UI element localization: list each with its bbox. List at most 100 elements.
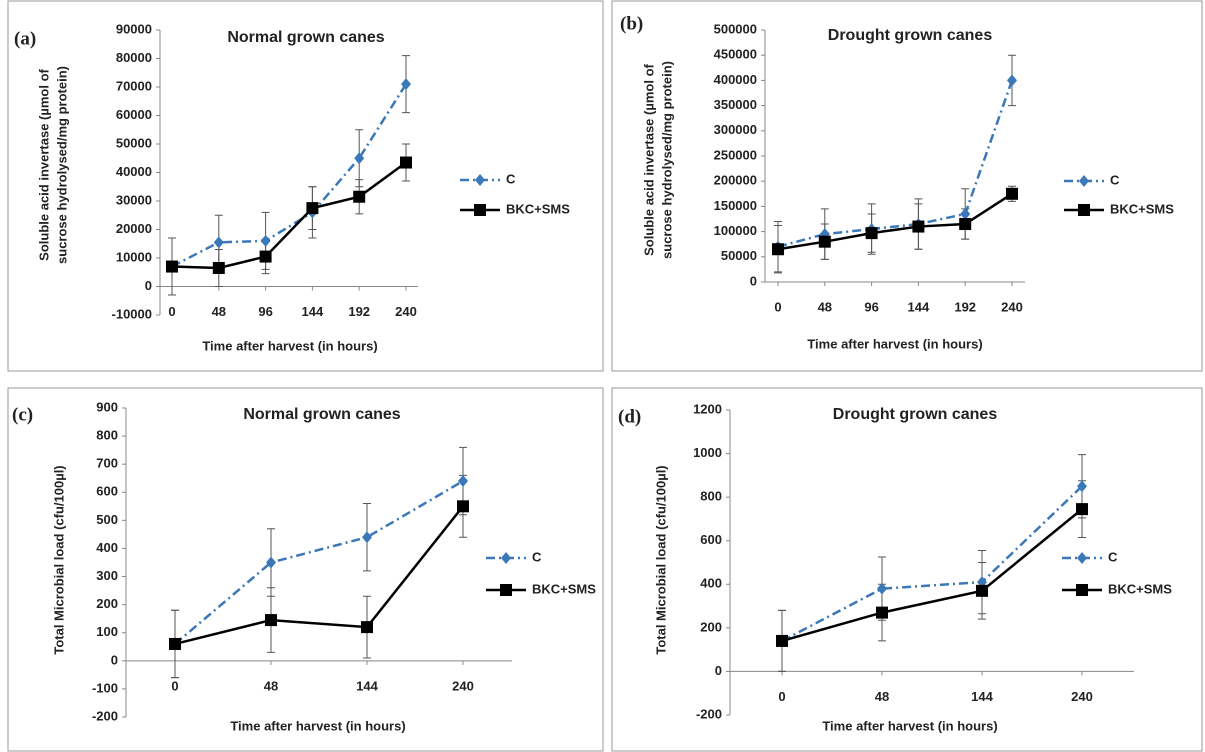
x-tick-label: 144 (356, 678, 378, 693)
y-tick-label: 0 (145, 278, 152, 293)
y-tick-label: 200 (700, 619, 722, 634)
chart-title: Normal grown canes (227, 29, 384, 46)
panel-label: (a) (14, 28, 36, 49)
y-tick-label: 600 (96, 484, 118, 499)
y-tick-label: 350000 (714, 97, 757, 112)
y-axis-label: Soluble acid invertase (µmol of (36, 68, 51, 260)
marker (401, 78, 411, 91)
marker (458, 475, 468, 488)
marker (166, 260, 178, 273)
marker (266, 556, 276, 569)
y-tick-label: 150000 (714, 198, 757, 213)
legend-label: BKC+SMS (1108, 581, 1172, 596)
y-axis-label: sucrose hydrolysed/mg protein) (659, 61, 674, 259)
legend-marker (1078, 204, 1090, 216)
x-axis-label: Time after harvest (in hours) (202, 338, 377, 353)
y-tick-label: -100 (92, 680, 118, 695)
x-tick-label: 144 (971, 689, 993, 704)
y-tick-label: 500000 (714, 21, 757, 36)
panel-label: (b) (620, 13, 643, 34)
y-tick-label: 450000 (714, 47, 757, 62)
x-tick-label: 0 (774, 299, 781, 314)
legend-marker (1079, 175, 1089, 187)
marker (169, 637, 181, 650)
x-tick-label: 240 (395, 304, 417, 319)
series-line (781, 485, 1083, 643)
panel-label: (d) (618, 406, 641, 427)
x-tick-label: 192 (954, 299, 976, 314)
y-tick-label: 400 (700, 576, 722, 591)
marker (354, 152, 365, 165)
panel-frame (611, 387, 1203, 752)
x-axis-label: Time after harvest (in hours) (230, 718, 405, 733)
marker (959, 218, 972, 231)
legend-marker (475, 174, 485, 186)
legend-label: C (1108, 549, 1118, 564)
y-tick-label: 200 (96, 596, 118, 611)
x-tick-label: 96 (258, 304, 272, 319)
y-tick-label: 800 (700, 489, 722, 504)
y-tick-label: 0 (750, 273, 757, 288)
marker (212, 261, 225, 274)
marker (1077, 480, 1087, 493)
y-tick-label: 500 (96, 512, 118, 527)
marker (960, 207, 971, 220)
panel-frame (7, 0, 604, 372)
legend-marker (474, 204, 486, 216)
y-tick-label: 20000 (116, 221, 152, 236)
y-tick-label: 30000 (116, 192, 152, 207)
x-tick-label: 0 (778, 689, 785, 704)
y-axis-label: Total Microbial load (cfu/100µl) (51, 465, 66, 654)
marker (776, 634, 788, 647)
panel-frame (611, 0, 1203, 372)
panel-frame (7, 387, 604, 752)
series-line (171, 161, 407, 270)
marker (457, 500, 469, 513)
y-tick-label: -200 (696, 706, 722, 721)
x-axis-label: Time after harvest (in hours) (822, 718, 997, 733)
marker (306, 202, 319, 215)
marker (912, 220, 925, 233)
y-tick-label: 250000 (714, 147, 757, 162)
series-line (781, 508, 1083, 643)
marker (1007, 74, 1017, 87)
x-tick-label: 240 (1071, 689, 1093, 704)
y-tick-label: 70000 (116, 78, 152, 93)
y-tick-label: 50000 (721, 248, 757, 263)
x-tick-label: 48 (875, 689, 889, 704)
marker (772, 243, 784, 256)
marker (362, 531, 372, 544)
marker (265, 614, 277, 627)
series-line (171, 83, 408, 268)
y-tick-label: 300000 (714, 122, 757, 137)
y-tick-label: 10000 (116, 249, 152, 264)
series-line (777, 79, 1014, 248)
y-tick-label: 80000 (116, 50, 152, 65)
marker (818, 235, 831, 248)
marker (259, 250, 272, 263)
y-tick-label: 1200 (693, 401, 722, 416)
marker (876, 606, 888, 619)
x-tick-label: 144 (302, 304, 324, 319)
x-axis-label: Time after harvest (in hours) (807, 336, 982, 351)
marker (976, 584, 988, 597)
y-tick-label: 100000 (714, 223, 757, 238)
x-tick-label: 0 (168, 304, 175, 319)
x-tick-label: 240 (452, 678, 474, 693)
marker (361, 621, 373, 634)
legend-marker (1077, 552, 1087, 564)
y-tick-label: 900 (96, 399, 118, 414)
marker (213, 236, 224, 249)
y-tick-label: 40000 (116, 164, 152, 179)
series-line (174, 505, 464, 646)
y-tick-label: 400000 (714, 72, 757, 87)
y-axis-label: Soluble acid invertase (µmol of (641, 63, 656, 255)
marker (1006, 187, 1018, 200)
legend-label: C (532, 549, 542, 564)
legend-marker (1076, 584, 1088, 596)
y-axis-label: Total Microbial load (cfu/100µl) (653, 465, 668, 654)
y-tick-label: 600 (700, 532, 722, 547)
marker (877, 582, 887, 595)
x-tick-label: 0 (171, 678, 178, 693)
